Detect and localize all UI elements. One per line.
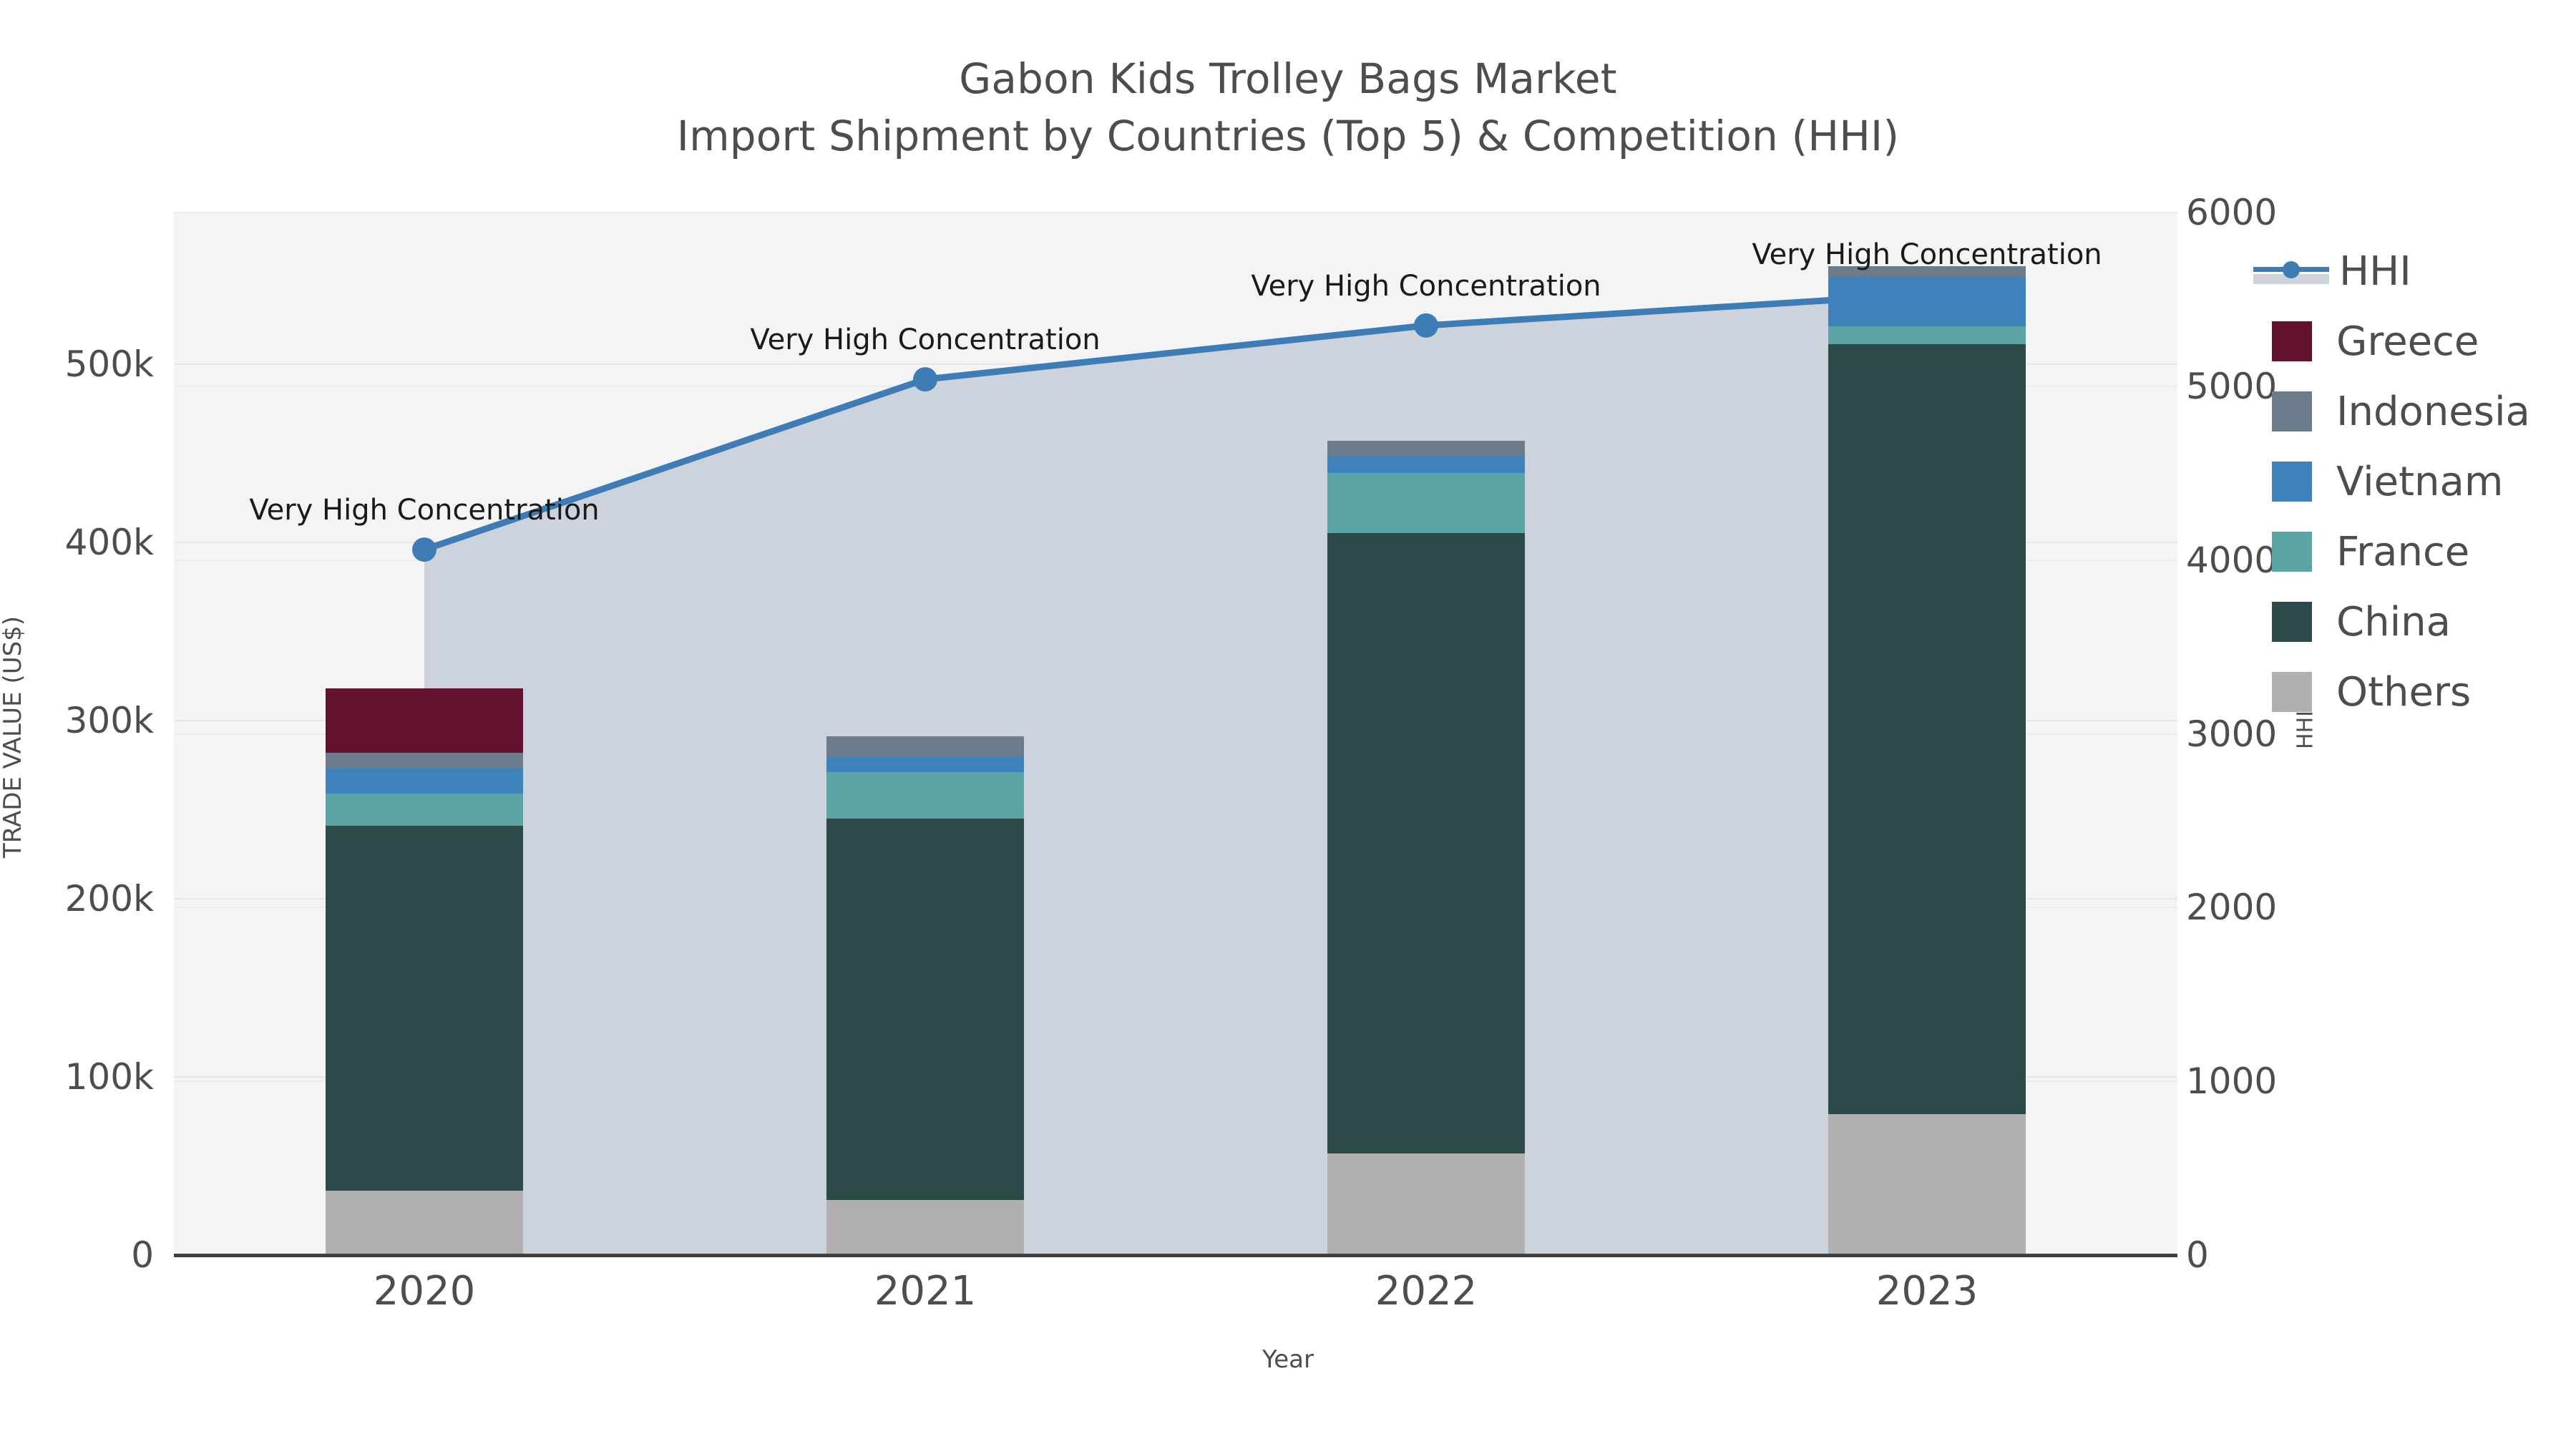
bar-segment-france[interactable] — [826, 772, 1024, 819]
x-axis-title: Year — [1262, 1345, 1314, 1374]
bar-segment-china[interactable] — [1327, 533, 1525, 1154]
y-left-tick: 100k — [64, 1055, 154, 1098]
bar-segment-indonesia[interactable] — [1828, 265, 2026, 277]
y-right-tick: 2000 — [2186, 887, 2278, 929]
legend-label: Others — [2336, 668, 2472, 716]
legend-swatch-icon — [2272, 602, 2312, 642]
hhi-marker[interactable] — [1414, 313, 1438, 338]
legend-swatch-icon — [2272, 532, 2312, 572]
hhi-marker[interactable] — [412, 537, 436, 562]
x-tick: 2020 — [373, 1268, 476, 1314]
x-tick: 2023 — [1875, 1268, 1979, 1314]
legend: HHI Greece Indonesia Vietnam France China Othe… — [2253, 236, 2572, 727]
y-left-tick: 500k — [64, 343, 154, 385]
bar-segment-vietnam[interactable] — [1828, 276, 2026, 327]
hhi-area-fill — [424, 294, 1927, 1256]
plot-area — [174, 212, 2177, 1256]
legend-item-indonesia[interactable]: Indonesia — [2272, 376, 2572, 447]
bar-segment-indonesia[interactable] — [326, 752, 523, 769]
legend-line-marker-icon — [2253, 251, 2329, 291]
legend-item-china[interactable]: China — [2272, 587, 2572, 657]
y-axis-left-title: TRADE VALUE (US$) — [0, 615, 27, 859]
hhi-line — [421, 291, 1931, 553]
x-axis-line — [174, 1254, 2177, 1257]
legend-label: HHI — [2339, 248, 2411, 295]
legend-swatch-icon — [2272, 672, 2312, 712]
legend-item-france[interactable]: France — [2272, 517, 2572, 587]
legend-label: Vietnam — [2336, 458, 2504, 505]
y-left-tick: 300k — [64, 699, 154, 741]
legend-item-vietnam[interactable]: Vietnam — [2272, 447, 2572, 517]
legend-label: Greece — [2336, 318, 2479, 365]
y-left-tick: 200k — [64, 877, 154, 919]
concentration-annotation: Very High Concentration — [1251, 269, 1601, 303]
bar-segment-indonesia[interactable] — [1327, 440, 1525, 457]
legend-item-others[interactable]: Others — [2272, 657, 2572, 727]
y-right-tick: 1000 — [2186, 1060, 2278, 1103]
chart-title-line-2: Import Shipment by Countries (Top 5) & C… — [676, 112, 1900, 161]
bar-segment-france[interactable] — [1327, 472, 1525, 534]
legend-swatch-icon — [2272, 462, 2312, 502]
bar-segment-others[interactable] — [1828, 1114, 2026, 1255]
concentration-annotation: Very High Concentration — [249, 494, 600, 527]
x-tick: 2022 — [1375, 1268, 1478, 1314]
legend-label: France — [2336, 528, 2470, 575]
bar-segment-greece[interactable] — [326, 688, 523, 753]
stacked-bar[interactable] — [1828, 213, 2026, 1255]
bar-segment-china[interactable] — [1828, 344, 2026, 1115]
chart-title: Gabon Kids Trolley Bags Market Import Sh… — [0, 50, 2576, 165]
bar-segment-vietnam[interactable] — [826, 756, 1024, 773]
bar-segment-others[interactable] — [826, 1199, 1024, 1255]
legend-swatch-icon — [2272, 391, 2312, 431]
y-right-tick: 6000 — [2186, 192, 2278, 233]
legend-label: Indonesia — [2336, 388, 2530, 435]
chart-title-line-1: Gabon Kids Trolley Bags Market — [959, 54, 1617, 103]
stacked-bar[interactable] — [326, 213, 523, 1255]
bar-segment-vietnam[interactable] — [326, 769, 523, 794]
stacked-bar[interactable] — [1327, 213, 1525, 1255]
legend-label: China — [2336, 598, 2451, 645]
y-left-tick: 0 — [131, 1234, 154, 1276]
legend-swatch-icon — [2272, 321, 2312, 361]
bar-segment-vietnam[interactable] — [1327, 457, 1525, 473]
legend-item-hhi[interactable]: HHI — [2253, 236, 2572, 306]
y-left-tick: 400k — [64, 521, 154, 563]
concentration-annotation: Very High Concentration — [750, 323, 1101, 357]
y-right-tick: 0 — [2186, 1234, 2209, 1276]
gridline-right — [174, 212, 2177, 213]
bar-segment-others[interactable] — [1327, 1153, 1525, 1255]
y-right-tick: 5000 — [2186, 365, 2278, 407]
bar-segment-france[interactable] — [1828, 326, 2026, 345]
bar-segment-china[interactable] — [826, 818, 1024, 1200]
bar-segment-others[interactable] — [326, 1191, 523, 1255]
bar-segment-france[interactable] — [326, 793, 523, 826]
x-tick: 2021 — [874, 1268, 977, 1314]
y-right-tick: 4000 — [2186, 539, 2278, 581]
hhi-marker[interactable] — [913, 367, 937, 392]
legend-item-greece[interactable]: Greece — [2272, 306, 2572, 376]
bar-segment-china[interactable] — [326, 825, 523, 1191]
bar-segment-indonesia[interactable] — [826, 736, 1024, 756]
stacked-bar[interactable] — [826, 213, 1024, 1255]
concentration-annotation: Very High Concentration — [1752, 238, 2102, 272]
y-right-tick: 3000 — [2186, 713, 2278, 755]
